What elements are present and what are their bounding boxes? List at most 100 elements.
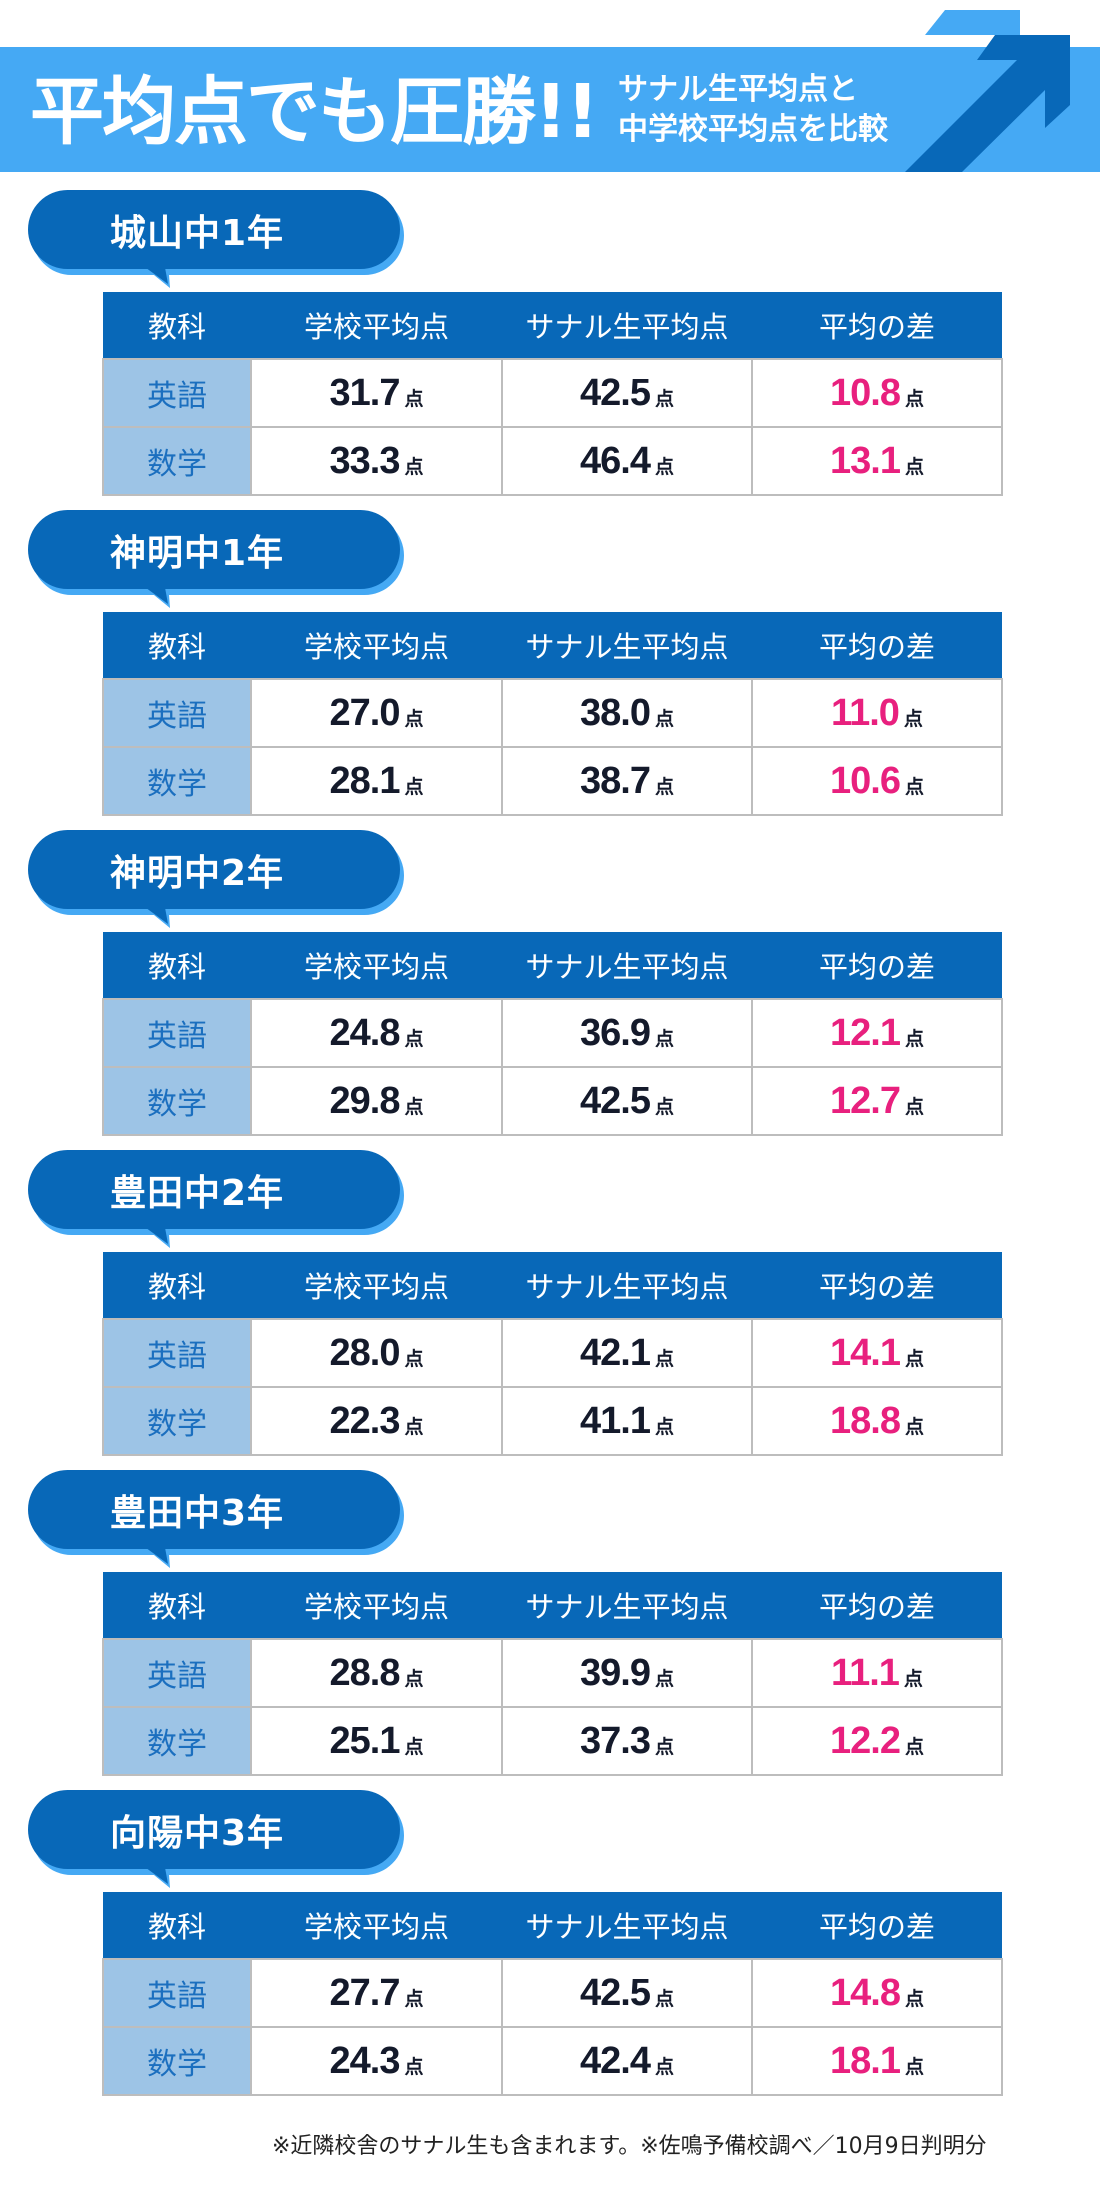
diff-value: 14.8: [830, 1971, 901, 2014]
unit-label: 点: [654, 387, 674, 410]
unit-label: 点: [654, 455, 674, 478]
school-avg-value: 28.8: [329, 1651, 401, 1694]
unit-label: 点: [904, 1987, 924, 2010]
header-sanaru-avg: サナル生平均点: [502, 932, 752, 999]
header-sanaru-avg: サナル生平均点: [502, 292, 752, 359]
school-avg-value: 27.0: [329, 691, 401, 734]
subject-cell: 数学: [102, 746, 252, 816]
sanaru-avg-value: 42.5: [580, 371, 651, 414]
unit-label: 点: [904, 387, 924, 410]
school-section-1: 城山中1年 教科 学校平均点 サナル生平均点 平均の差 英語 31.7 点 42.…: [0, 190, 1100, 510]
diff-cell: 14.8 点: [751, 1958, 1003, 2028]
unit-label: 点: [904, 1095, 924, 1118]
diff-cell: 18.8 点: [751, 1386, 1003, 1456]
unit-label: 点: [654, 775, 674, 798]
school-avg-value: 24.3: [329, 2039, 401, 2082]
sanaru-avg-value: 41.1: [580, 1399, 651, 1442]
subject-value: 数学: [147, 447, 207, 482]
subject-value: 数学: [147, 767, 207, 802]
school-avg-cell: 29.8 点: [250, 1066, 503, 1136]
banner-title: 平均点でも圧勝!!: [30, 69, 599, 155]
sanaru-avg-cell: 42.5 点: [501, 1958, 753, 2028]
header-diff: 平均の差: [752, 1252, 1002, 1319]
school-avg-cell: 33.3 点: [250, 426, 503, 496]
sanaru-avg-value: 42.1: [580, 1331, 651, 1374]
unit-label: 点: [404, 1347, 424, 1370]
up-right-arrow-icon: [905, 10, 1070, 172]
unit-label: 点: [654, 2055, 674, 2078]
sanaru-avg-value: 46.4: [580, 439, 651, 482]
subject-value: 英語: [147, 1019, 207, 1054]
school-avg-value: 33.3: [329, 439, 401, 482]
school-avg-cell: 22.3 点: [250, 1386, 503, 1456]
sanaru-avg-value: 42.5: [580, 1971, 651, 2014]
score-table: 教科 学校平均点 サナル生平均点 平均の差 英語 31.7 点 42.5 点 10.…: [102, 292, 1003, 496]
subject-value: 英語: [147, 699, 207, 734]
table-header-row: 教科 学校平均点 サナル生平均点 平均の差: [103, 1892, 1002, 1959]
table-row: 英語 27.0 点 38.0 点 11.0 点: [102, 678, 1003, 748]
subject-cell: 英語: [102, 1958, 252, 2028]
subject-cell: 数学: [102, 426, 252, 496]
school-avg-cell: 25.1 点: [250, 1706, 503, 1776]
diff-value: 12.1: [830, 1011, 901, 1054]
unit-label: 点: [654, 1735, 674, 1758]
unit-label: 点: [404, 1987, 424, 2010]
sanaru-avg-value: 38.7: [580, 759, 651, 802]
school-avg-value: 28.1: [329, 759, 401, 802]
sanaru-avg-value: 42.4: [580, 2039, 651, 2082]
school-avg-value: 28.0: [329, 1331, 401, 1374]
unit-label: 点: [904, 2055, 924, 2078]
diff-value: 10.8: [830, 371, 901, 414]
sanaru-avg-value: 37.3: [580, 1719, 651, 1762]
unit-label: 点: [903, 707, 923, 730]
header-school-avg: 学校平均点: [251, 292, 502, 359]
diff-cell: 14.1 点: [751, 1318, 1003, 1388]
school-avg-value: 24.8: [329, 1011, 401, 1054]
school-name: 神明中1年: [110, 532, 285, 574]
unit-label: 点: [904, 1735, 924, 1758]
subject-cell: 英語: [102, 1318, 252, 1388]
diff-value: 12.7: [830, 1079, 901, 1122]
subject-value: 数学: [147, 1407, 207, 1442]
unit-label: 点: [404, 455, 424, 478]
unit-label: 点: [654, 1415, 674, 1438]
header-diff: 平均の差: [752, 1572, 1002, 1639]
header-school-avg: 学校平均点: [251, 932, 502, 999]
unit-label: 点: [404, 1735, 424, 1758]
school-avg-cell: 24.3 点: [250, 2026, 503, 2096]
unit-label: 点: [903, 1667, 923, 1690]
subject-value: 数学: [147, 1727, 207, 1762]
diff-value: 14.1: [830, 1331, 901, 1374]
diff-cell: 10.8 点: [751, 358, 1003, 428]
school-label-bubble: 向陽中3年: [28, 1790, 408, 1890]
table-header-row: 教科 学校平均点 サナル生平均点 平均の差: [103, 1572, 1002, 1639]
header-school-avg: 学校平均点: [251, 1892, 502, 1959]
school-avg-value: 22.3: [329, 1399, 401, 1442]
sanaru-avg-cell: 46.4 点: [501, 426, 753, 496]
banner-subtitle-line2: 中学校平均点を比較: [618, 112, 888, 147]
school-avg-value: 29.8: [329, 1079, 401, 1122]
header-subject: 教科: [103, 292, 251, 359]
school-section-4: 豊田中2年 教科 学校平均点 サナル生平均点 平均の差 英語 28.0 点 42.…: [0, 1150, 1100, 1470]
subject-cell: 数学: [102, 2026, 252, 2096]
table-row: 数学 28.1 点 38.7 点 10.6 点: [102, 746, 1003, 816]
unit-label: 点: [404, 1667, 424, 1690]
diff-cell: 10.6 点: [751, 746, 1003, 816]
subject-value: 英語: [147, 1979, 207, 2014]
diff-cell: 11.1 点: [751, 1638, 1003, 1708]
sanaru-avg-value: 38.0: [580, 691, 651, 734]
table-row: 数学 29.8 点 42.5 点 12.7 点: [102, 1066, 1003, 1136]
table-row: 数学 24.3 点 42.4 点 18.1 点: [102, 2026, 1003, 2096]
unit-label: 点: [654, 1987, 674, 2010]
school-name: 神明中2年: [110, 852, 285, 894]
sanaru-avg-value: 42.5: [580, 1079, 651, 1122]
table-row: 英語 31.7 点 42.5 点 10.8 点: [102, 358, 1003, 428]
school-label-bubble: 城山中1年: [28, 190, 408, 290]
sanaru-avg-cell: 38.7 点: [501, 746, 753, 816]
sanaru-avg-cell: 42.1 点: [501, 1318, 753, 1388]
header-diff: 平均の差: [752, 932, 1002, 999]
header-sanaru-avg: サナル生平均点: [502, 612, 752, 679]
diff-value: 11.0: [831, 691, 900, 734]
table-header-row: 教科 学校平均点 サナル生平均点 平均の差: [103, 932, 1002, 999]
subject-cell: 数学: [102, 1066, 252, 1136]
